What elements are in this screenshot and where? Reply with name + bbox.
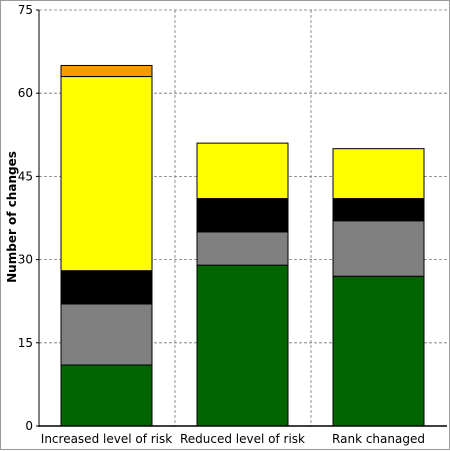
bar-segment (60, 364, 153, 427)
y-tick-label: 45 (18, 169, 33, 183)
bar-segment (60, 76, 153, 272)
y-tick-label: 30 (18, 253, 33, 267)
y-tick-label: 60 (18, 86, 33, 100)
x-tick-label: Reduced level of risk (180, 432, 305, 446)
x-tick-label: Rank chanaged (332, 432, 425, 446)
bar-segment (332, 275, 425, 427)
bar-segment (60, 303, 153, 366)
bar-segment (332, 198, 425, 222)
y-tick-label: 0 (25, 419, 33, 433)
axes: 0 15 30 45 60 75 Increased level of risk Reduce… (18, 3, 447, 446)
bar-segment (60, 270, 153, 305)
y-tick-label: 75 (18, 3, 33, 17)
bars (60, 64, 425, 427)
bar-segment (196, 264, 289, 427)
y-tick-label: 15 (18, 336, 33, 350)
x-tick-label: Increased level of risk (41, 432, 172, 446)
bar-segment (332, 148, 425, 200)
bar-segment (196, 231, 289, 266)
bar-segment (196, 198, 289, 233)
bar-segment (196, 142, 289, 200)
y-axis-title: Number of changes (5, 151, 19, 283)
bar-segment (332, 220, 425, 277)
bar-segment (60, 64, 153, 78)
